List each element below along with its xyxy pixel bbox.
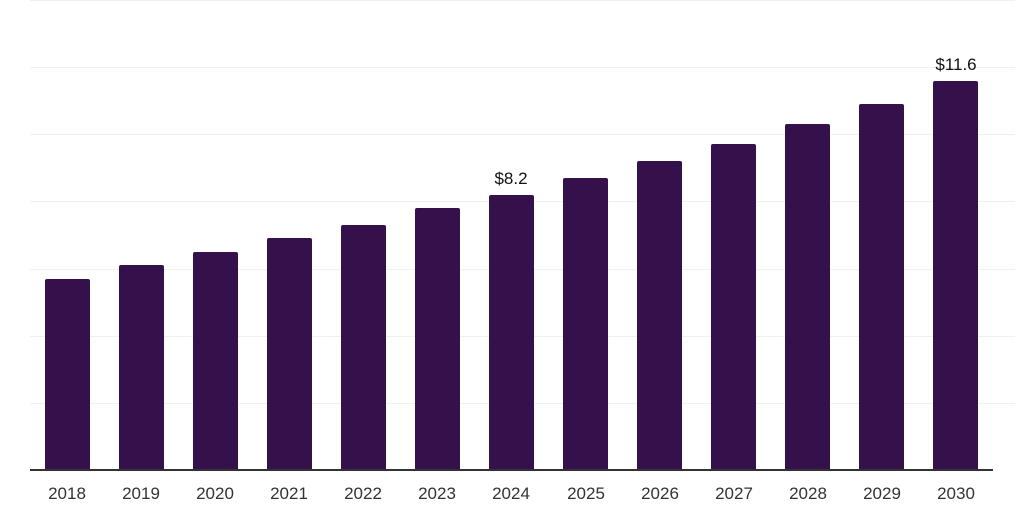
bar-2023: [415, 208, 460, 470]
x-tick-label-2030: 2030: [937, 484, 975, 503]
bar-2024: [489, 195, 534, 470]
x-axis-line: [30, 469, 993, 471]
bar-2019: [119, 265, 164, 470]
x-tick-label-2028: 2028: [789, 484, 827, 503]
x-tick-label-2026: 2026: [641, 484, 679, 503]
gridline: [30, 134, 1015, 135]
bar-2022: [341, 225, 386, 470]
value-label-2030: $11.6: [935, 55, 977, 74]
x-tick-label-2029: 2029: [863, 484, 901, 503]
bar-2030: [933, 81, 978, 470]
bar-2029: [859, 104, 904, 470]
x-tick-label-2027: 2027: [715, 484, 753, 503]
x-tick-label-2024: 2024: [492, 484, 530, 503]
bar-2018: [45, 279, 90, 470]
x-tick-label-2018: 2018: [48, 484, 86, 503]
bar-2025: [563, 178, 608, 470]
x-tick-label-2020: 2020: [196, 484, 234, 503]
bar-2026: [637, 161, 682, 470]
bar-2027: [711, 144, 756, 470]
bar-2020: [193, 252, 238, 470]
x-tick-label-2019: 2019: [122, 484, 160, 503]
gridline: [30, 67, 1015, 68]
x-tick-label-2025: 2025: [567, 484, 605, 503]
gridline: [30, 0, 1015, 1]
x-tick-label-2021: 2021: [270, 484, 308, 503]
bar-2021: [267, 238, 312, 470]
x-tick-label-2022: 2022: [344, 484, 382, 503]
bar-2028: [785, 124, 830, 470]
x-tick-label-2023: 2023: [418, 484, 456, 503]
value-label-2024: $8.2: [494, 169, 528, 188]
